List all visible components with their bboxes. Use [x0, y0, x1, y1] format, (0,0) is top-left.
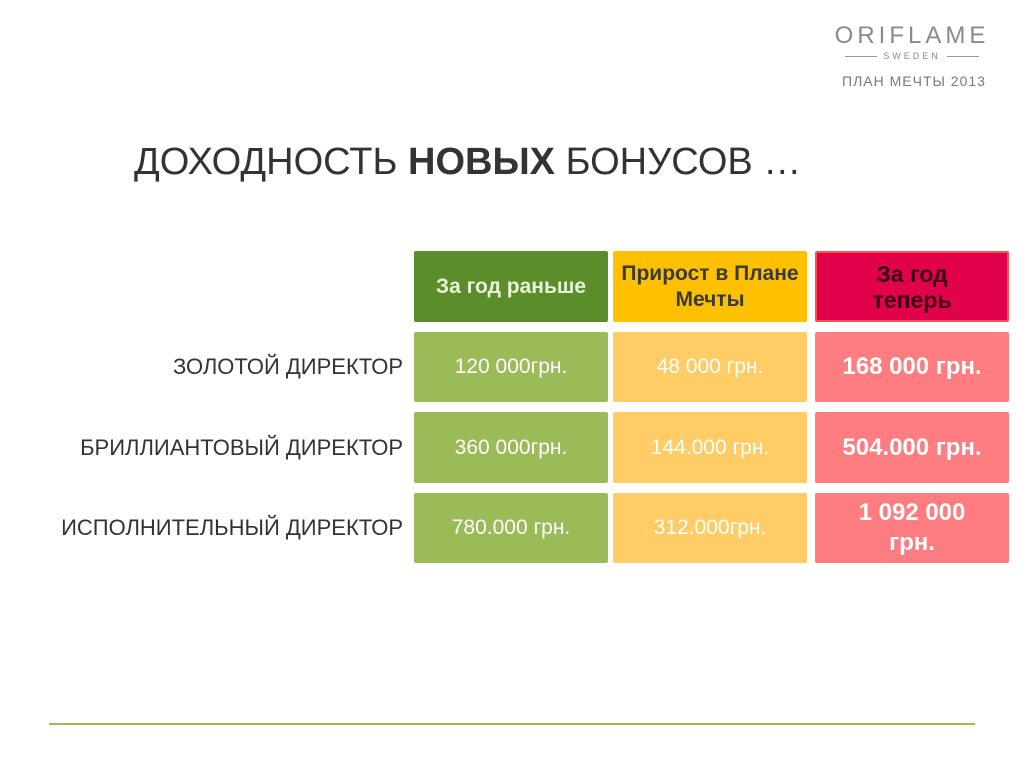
cell-diamond-now: 504.000 грн. [815, 412, 1009, 483]
row-label-executive-director: ИСПОЛНИТЕЛЬНЫЙ ДИРЕКТОР [61, 515, 403, 540]
cell-diamond-before: 360 000грн. [414, 412, 608, 483]
page-title: ДОХОДНОСТЬ НОВЫХ БОНУСОВ … [134, 141, 801, 184]
cell-executive-growth: 312.000грн. [613, 493, 807, 563]
logo-rule-right [946, 55, 979, 57]
header-growth: Прирост в Плане Мечты [613, 251, 807, 322]
cell-diamond-growth: 144.000 грн. [613, 412, 807, 483]
logo-wordmark: ORIFLAME [834, 22, 990, 49]
row-label-diamond-director: БРИЛЛИАНТОВЫЙ ДИРЕКТОР [80, 435, 403, 460]
footer-divider [49, 723, 975, 725]
cell-gold-now: 168 000 грн. [815, 332, 1009, 402]
logo-sweden-text: SWEDEN [883, 51, 941, 61]
logo-subline: SWEDEN [826, 51, 998, 61]
cell-gold-before: 120 000грн. [414, 332, 608, 402]
header-year-before: За год раньше [414, 251, 608, 322]
cell-executive-before: 780.000 грн. [414, 493, 608, 563]
cell-gold-growth: 48 000 грн. [613, 332, 807, 402]
row-label-gold-director: ЗОЛОТОЙ ДИРЕКТОР [172, 354, 403, 379]
title-bold: НОВЫХ [408, 141, 556, 183]
title-part-1: ДОХОДНОСТЬ [134, 141, 409, 183]
plan-label: ПЛАН МЕЧТЫ 2013 [842, 73, 986, 89]
header-year-now: За год теперь [815, 251, 1009, 322]
logo-rule-left [845, 55, 878, 57]
oriflame-logo: ORIFLAME SWEDEN [826, 22, 998, 61]
title-part-2: БОНУСОВ … [555, 141, 802, 183]
cell-executive-now: 1 092 000 грн. [815, 493, 1009, 563]
